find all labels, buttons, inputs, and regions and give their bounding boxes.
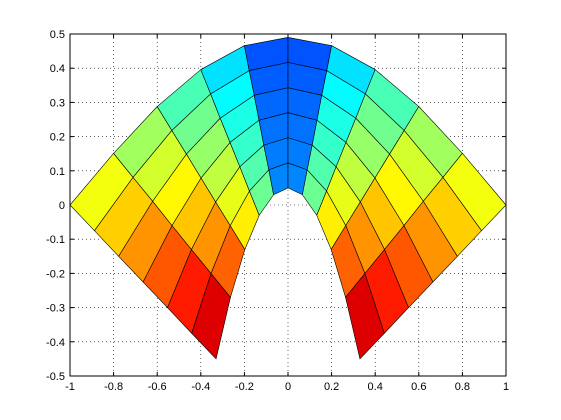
y-tick-label: -0.3 (46, 303, 65, 315)
y-tick-label: -0.4 (46, 337, 65, 349)
y-tick-label: 0 (59, 200, 65, 212)
x-tick-label: 1 (503, 381, 509, 393)
x-tick-label: 0 (285, 381, 291, 393)
x-tick-label: -0.4 (191, 381, 210, 393)
y-tick-label: 0.1 (50, 166, 65, 178)
x-tick-label: 0.4 (368, 381, 383, 393)
y-tick-label: 0.5 (50, 29, 65, 41)
x-tick-label: -1 (65, 381, 75, 393)
axes-box (69, 33, 507, 377)
y-tick-label: -0.1 (46, 234, 65, 246)
y-tick-label: 0.2 (50, 132, 65, 144)
y-tick-label: 0.4 (50, 63, 65, 75)
y-tick-label: -0.2 (46, 268, 65, 280)
y-tick-label: -0.5 (46, 371, 65, 383)
x-tick-label: 0.6 (411, 381, 426, 393)
x-tick-label: -0.2 (235, 381, 254, 393)
y-tick-label: 0.3 (50, 97, 65, 109)
x-tick-label: -0.6 (148, 381, 167, 393)
x-tick-label: -0.8 (104, 381, 123, 393)
x-tick-label: 0.8 (455, 381, 470, 393)
x-tick-label: 0.2 (324, 381, 339, 393)
